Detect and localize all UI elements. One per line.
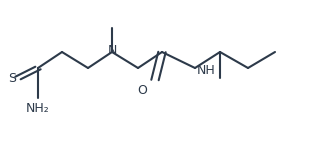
- Text: S: S: [8, 71, 16, 84]
- Text: NH₂: NH₂: [26, 102, 50, 115]
- Text: NH: NH: [197, 63, 216, 76]
- Text: N: N: [107, 43, 117, 56]
- Text: O: O: [137, 84, 147, 97]
